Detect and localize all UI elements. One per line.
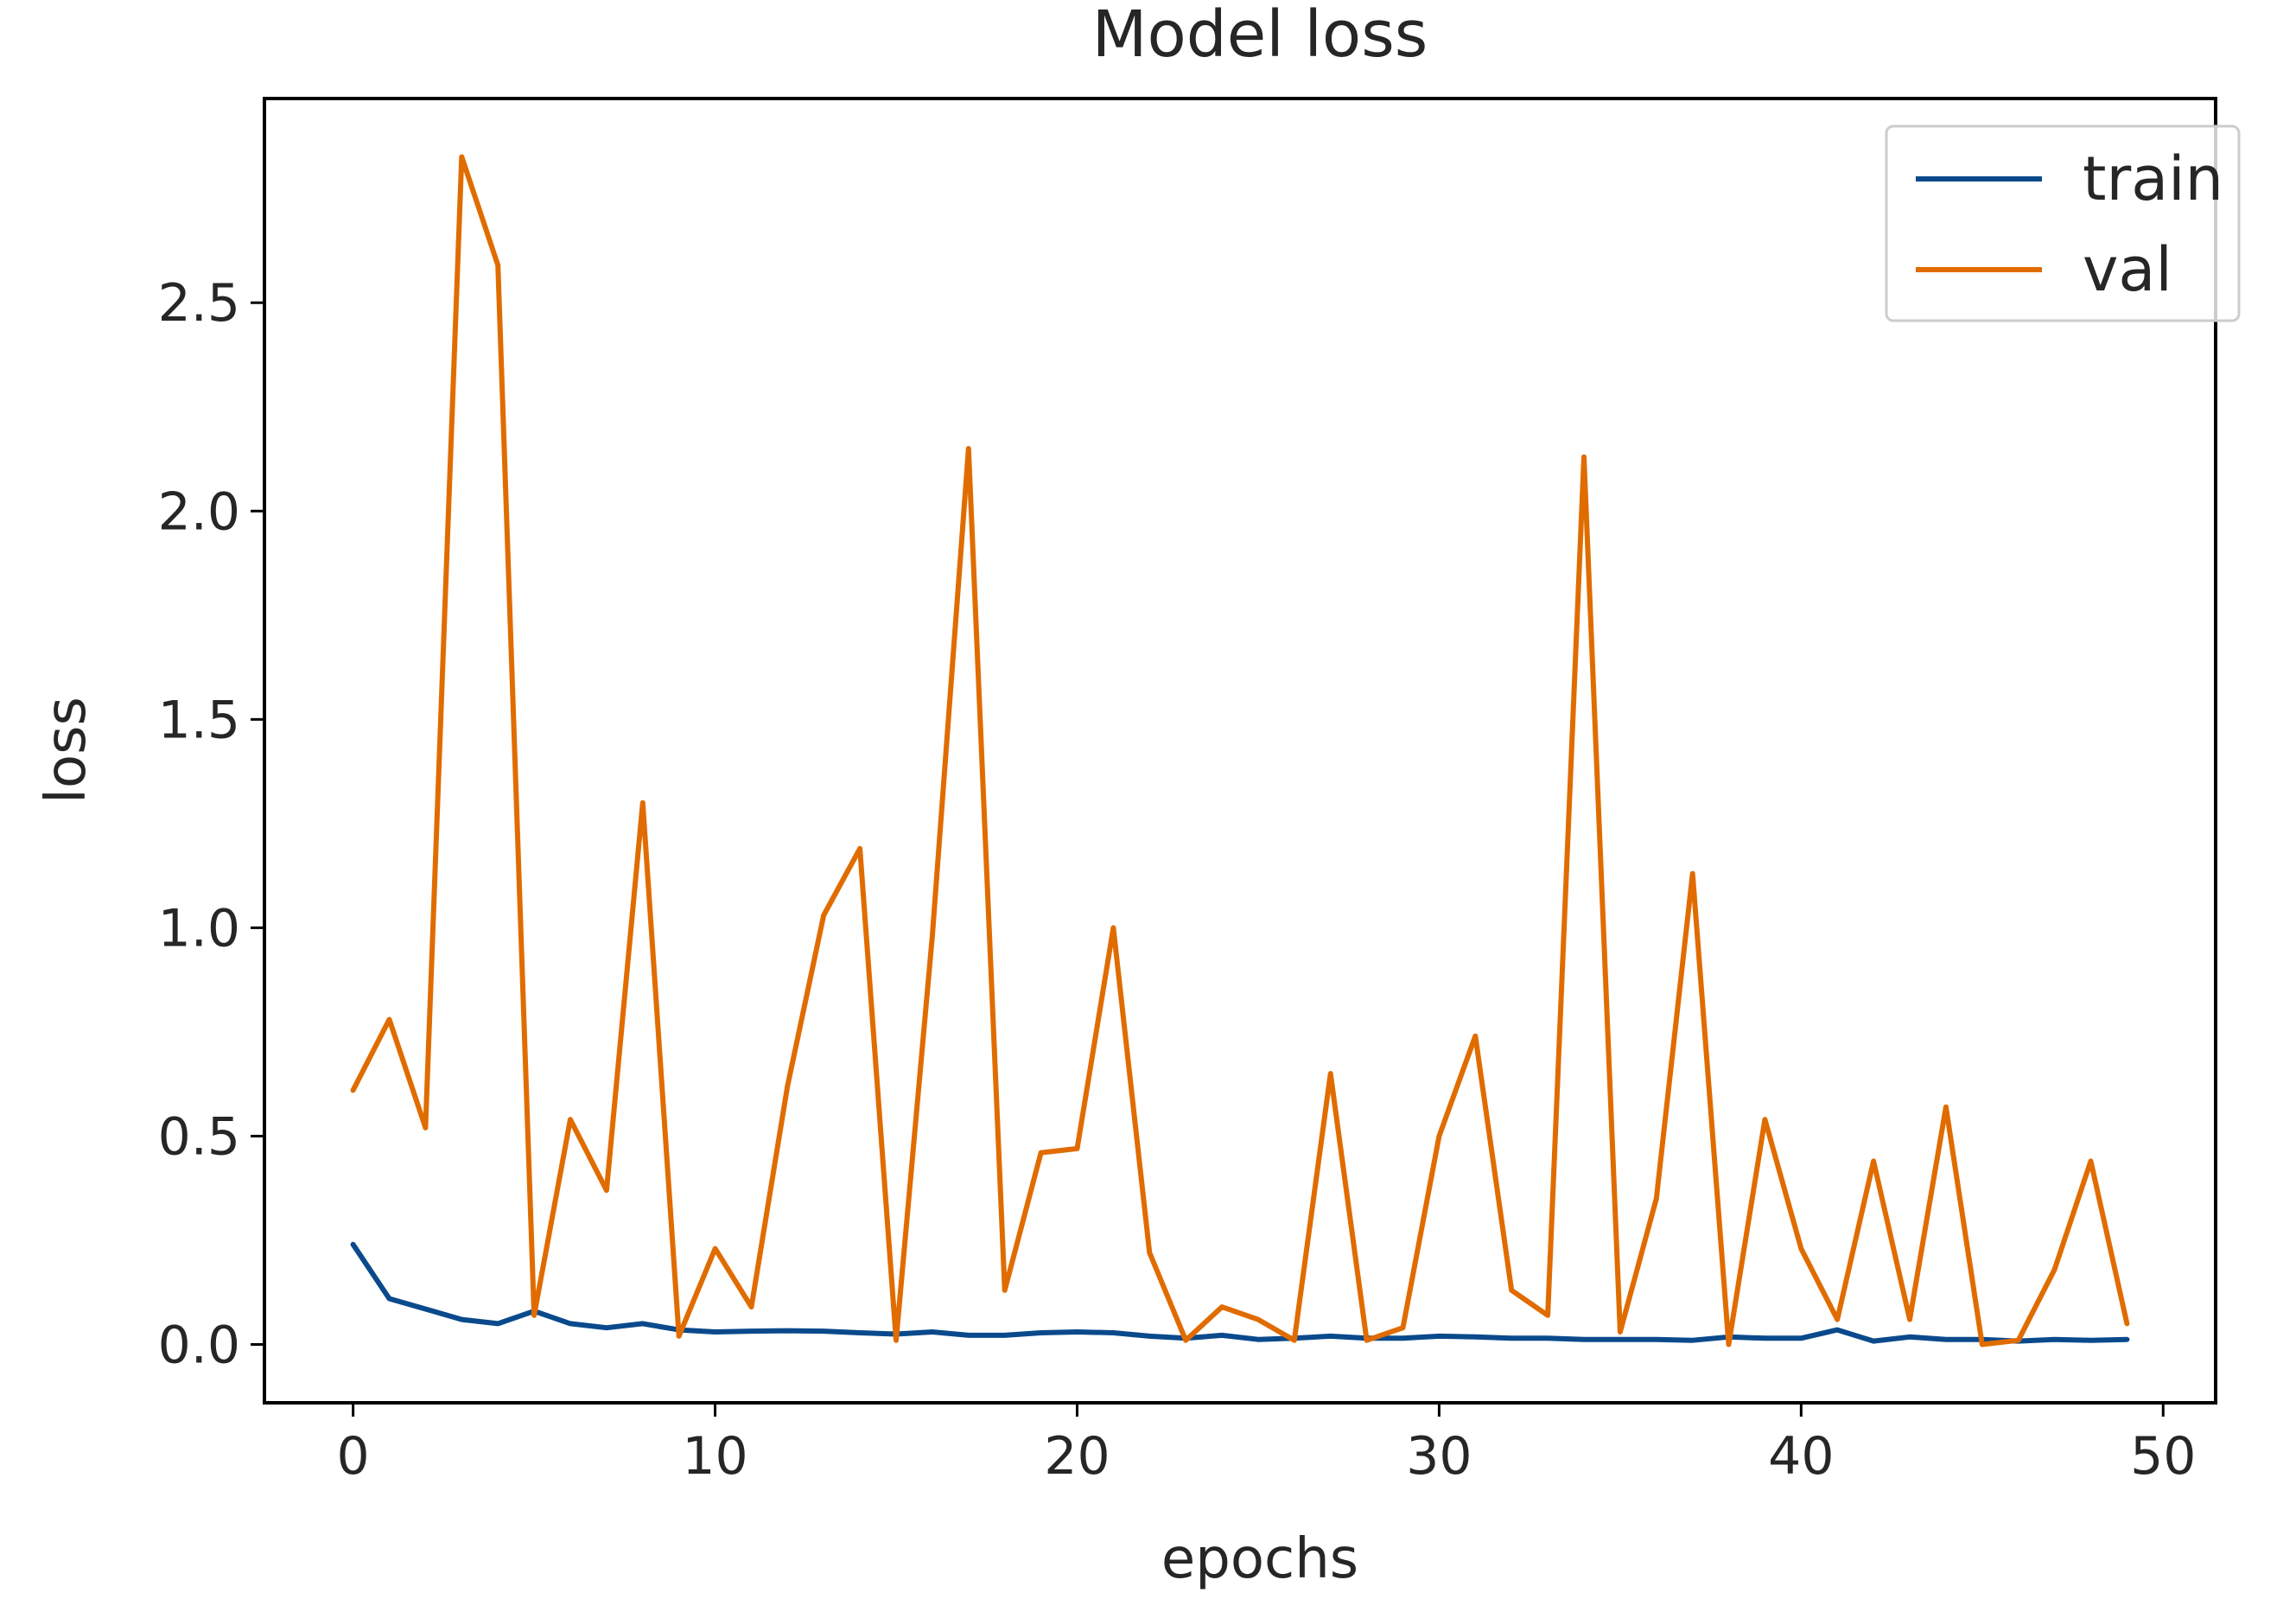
y-axis: 0.0 0.5 1.0 1.5 2.0 2.5	[158, 273, 264, 1376]
plot-frame	[263, 97, 2217, 1405]
legend-label-train: train	[2083, 143, 2223, 214]
x-tick-label: 20	[1044, 1426, 1110, 1487]
x-axis: 0 10 20 30 40 50	[337, 1403, 2196, 1487]
y-tick-label: 0.0	[158, 1316, 240, 1376]
plot-lines	[350, 154, 2130, 1347]
series-line-train	[350, 1241, 2130, 1344]
y-tick-label: 2.0	[158, 481, 240, 542]
y-tick-label: 0.5	[158, 1106, 240, 1167]
y-axis-label: loss	[35, 697, 99, 804]
legend-label-val: val	[2083, 234, 2172, 305]
x-tick-label: 40	[1768, 1426, 1834, 1487]
x-tick-label: 0	[337, 1426, 370, 1487]
chart-title: Model loss	[1092, 0, 1428, 72]
x-axis-label: epochs	[1161, 1527, 1358, 1591]
y-tick-label: 1.0	[158, 898, 240, 959]
y-tick-label: 1.5	[158, 690, 240, 750]
x-tick-label: 50	[2130, 1426, 2196, 1487]
series-line-val	[350, 154, 2130, 1347]
x-tick-label: 10	[682, 1426, 747, 1487]
x-tick-label: 30	[1406, 1426, 1472, 1487]
y-tick-label: 2.5	[158, 273, 240, 334]
legend: train val	[1885, 124, 2241, 322]
